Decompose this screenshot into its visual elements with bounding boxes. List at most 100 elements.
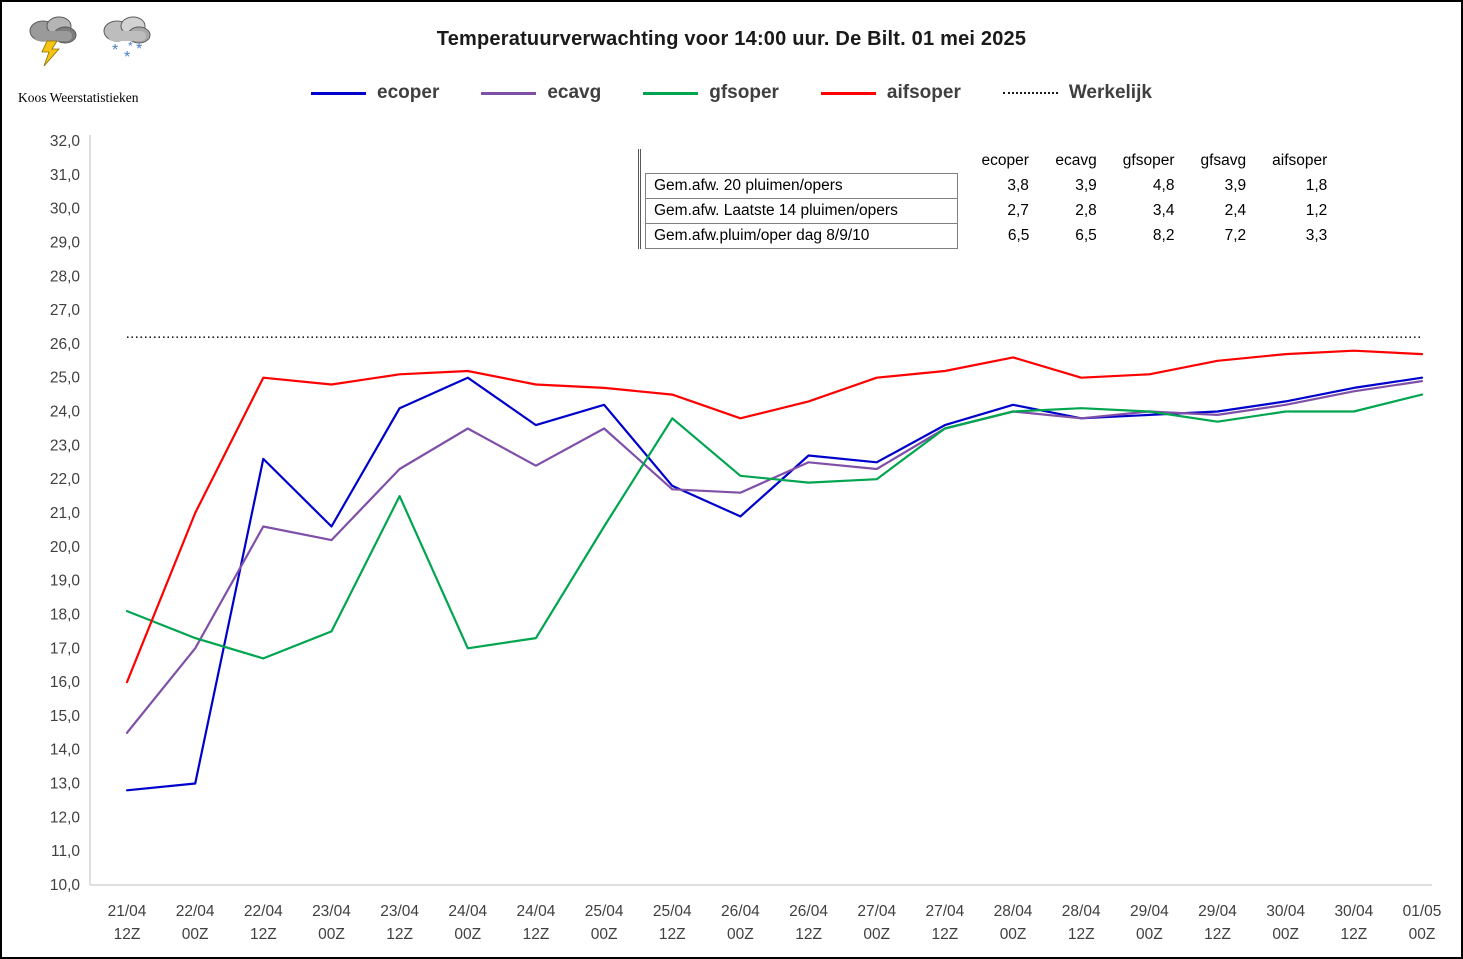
thunderstorm-icon: [24, 10, 82, 73]
svg-text:*: *: [124, 49, 130, 66]
x-tick-date: 30/04: [1334, 903, 1373, 920]
x-tick-hour: 00Z: [454, 926, 481, 943]
stats-value: 3,9: [1075, 176, 1097, 194]
x-tick-date: 28/04: [994, 903, 1033, 920]
x-tick-hour: 00Z: [591, 926, 618, 943]
x-tick-date: 29/04: [1198, 903, 1237, 920]
x-tick-date: 25/04: [585, 903, 624, 920]
stats-value: 3,4: [1152, 201, 1175, 219]
x-tick-hour: 00Z: [318, 926, 345, 943]
y-tick-label: 28,0: [50, 268, 81, 285]
svg-text:*: *: [112, 42, 118, 59]
stats-column-header: aifsoper: [1272, 152, 1328, 169]
x-tick-date: 25/04: [653, 903, 692, 920]
legend-line-gfsoper-icon: [643, 91, 699, 95]
snow-shower-icon: * * * *: [98, 10, 156, 73]
y-tick-label: 24,0: [50, 404, 81, 421]
x-tick-hour: 00Z: [1136, 926, 1163, 943]
x-tick-hour: 12Z: [1204, 926, 1231, 943]
x-tick-hour: 12Z: [1068, 926, 1095, 943]
x-tick-hour: 12Z: [386, 926, 413, 943]
stats-row: Gem.afw. Laatste 14 pluimen/opers 2,7 2,8 3…: [645, 197, 1330, 224]
x-tick-date: 27/04: [925, 903, 964, 920]
stats-value: 1,8: [1305, 176, 1328, 194]
logo: * * * *: [24, 10, 156, 73]
x-tick-hour: 12Z: [523, 926, 550, 943]
x-tick-date: 28/04: [1062, 903, 1101, 920]
y-tick-label: 19,0: [50, 573, 81, 590]
stats-value: 6,5: [1075, 226, 1097, 244]
stats-value: 6,5: [1007, 226, 1030, 244]
x-tick-hour: 12Z: [659, 926, 686, 943]
x-tick-date: 29/04: [1130, 903, 1169, 920]
legend-label: ecavg: [547, 82, 602, 103]
stats-row-label: Gem.afw. Laatste 14 pluimen/opers: [645, 197, 958, 224]
legend-item-gfsoper: gfsoper: [643, 82, 779, 104]
x-tick-date: 26/04: [721, 903, 760, 920]
legend-item-ecoper: ecoper: [311, 82, 439, 104]
stats-column-header: gfsoper: [1122, 152, 1175, 169]
svg-text:*: *: [136, 41, 142, 58]
x-tick-hour: 00Z: [1272, 926, 1299, 943]
x-tick-date: 30/04: [1266, 903, 1305, 920]
y-tick-label: 29,0: [50, 234, 81, 251]
stats-value: 8,2: [1152, 226, 1175, 244]
stats-column-header: ecoper: [981, 152, 1029, 169]
y-tick-label: 30,0: [50, 201, 81, 218]
y-tick-label: 17,0: [50, 640, 81, 657]
legend-item-aifsoper: aifsoper: [820, 82, 961, 104]
legend-label: ecoper: [377, 82, 440, 103]
x-tick-hour: 00Z: [1000, 926, 1027, 943]
y-tick-label: 16,0: [50, 674, 81, 691]
x-tick-date: 24/04: [517, 903, 556, 920]
legend-item-ecavg: ecavg: [481, 82, 601, 104]
x-tick-hour: 12Z: [1340, 926, 1367, 943]
stats-value: 3,3: [1305, 226, 1328, 244]
y-tick-label: 23,0: [50, 437, 81, 454]
stats-table: ecoper ecavg gfsoper gfsavg aifsoper Gem.afw…: [645, 149, 1330, 249]
legend-label: aifsoper: [886, 82, 961, 103]
y-tick-label: 15,0: [50, 708, 81, 725]
stats-value: 2,8: [1075, 201, 1097, 219]
series-line-ecavg: [125, 380, 1424, 734]
y-tick-label: 18,0: [50, 606, 81, 623]
y-tick-label: 21,0: [50, 505, 81, 522]
y-tick-label: 13,0: [50, 776, 81, 793]
x-tick-hour: 12Z: [795, 926, 822, 943]
x-tick-hour: 12Z: [250, 926, 277, 943]
y-tick-label: 22,0: [50, 471, 81, 488]
x-tick-hour: 00Z: [1409, 926, 1436, 943]
stats-inset: ecoper ecavg gfsoper gfsavg aifsoper Gem.afw…: [638, 149, 1330, 249]
y-tick-label: 10,0: [50, 877, 81, 894]
y-tick-label: 31,0: [50, 167, 81, 184]
chart-title: Temperatuurverwachting voor 14:00 uur. D…: [436, 28, 1027, 50]
y-tick-label: 14,0: [50, 742, 81, 759]
x-tick-hour: 00Z: [727, 926, 754, 943]
x-tick-hour: 00Z: [182, 926, 209, 943]
legend-line-werkelijk-icon: [1002, 92, 1058, 94]
legend-line-ecoper-icon: [311, 91, 367, 95]
stats-header-row: ecoper ecavg gfsoper gfsavg aifsoper: [646, 149, 1330, 173]
x-tick-date: 27/04: [857, 903, 896, 920]
series-line-gfsoper: [125, 393, 1424, 660]
stats-value: 3,8: [1007, 176, 1029, 194]
x-tick-date: 26/04: [789, 903, 828, 920]
y-tick-label: 27,0: [50, 302, 81, 319]
legend-label: gfsoper: [709, 82, 779, 103]
y-tick-label: 26,0: [50, 336, 81, 353]
svg-text:*: *: [128, 39, 133, 53]
stats-value: 2,4: [1224, 201, 1247, 219]
x-tick-date: 01/05: [1403, 903, 1442, 920]
stats-value: 2,7: [1007, 201, 1029, 219]
legend-label: Werkelijk: [1068, 82, 1152, 103]
legend-line-aifsoper-icon: [820, 91, 876, 95]
stats-column-header: gfsavg: [1200, 152, 1247, 169]
x-tick-date: 23/04: [380, 903, 419, 920]
stats-value: 1,2: [1305, 201, 1328, 219]
x-tick-hour: 12Z: [932, 926, 959, 943]
y-tick-label: 12,0: [50, 809, 81, 826]
y-tick-label: 32,0: [50, 133, 81, 150]
series-line-aifsoper: [125, 349, 1424, 684]
stats-column-header: ecavg: [1055, 152, 1097, 169]
